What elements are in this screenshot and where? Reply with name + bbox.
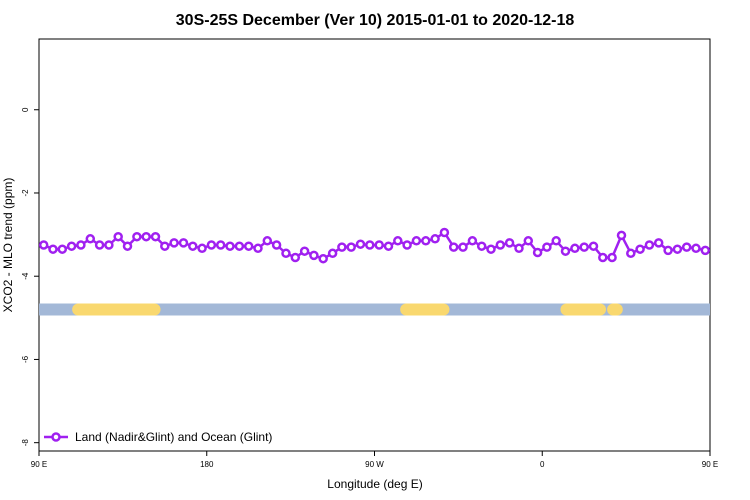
data-point: [234, 241, 245, 251]
y-tick-label: -6: [21, 355, 30, 363]
data-point: [383, 241, 394, 251]
data-point: [551, 236, 561, 246]
data-point: [467, 236, 478, 246]
data-point: [691, 243, 701, 254]
data-point: [626, 248, 636, 259]
data-point: [281, 248, 291, 259]
data-point: [430, 234, 440, 244]
x-tick-label: 90 W: [365, 460, 384, 469]
data-point: [299, 246, 310, 256]
data-point: [607, 252, 617, 263]
data-point: [346, 242, 356, 252]
data-point: [337, 242, 347, 252]
data-point: [355, 239, 366, 249]
data-point: [523, 236, 534, 246]
data-point: [402, 240, 412, 250]
data-point: [616, 230, 627, 241]
data-point: [318, 253, 328, 264]
x-axis: 90 E 180 90 W 0 90 E: [31, 451, 718, 469]
data-point: [653, 238, 664, 248]
data-point: [215, 240, 226, 250]
data-point: [421, 236, 431, 246]
data-point: [141, 231, 151, 242]
data-point: [178, 238, 189, 248]
data-point: [411, 236, 422, 246]
data-point: [188, 241, 198, 251]
data-point: [663, 245, 673, 256]
data-point: [495, 240, 506, 250]
data-point: [150, 231, 161, 242]
data-point: [113, 231, 123, 242]
data-point: [393, 236, 403, 246]
data-point: [672, 244, 683, 254]
data-point: [476, 241, 487, 251]
series-layer: [38, 227, 711, 264]
data-point: [271, 240, 282, 250]
data-point: [197, 243, 207, 254]
data-point: [458, 242, 468, 252]
data-point: [132, 231, 142, 242]
data-point: [588, 241, 599, 251]
legend-series-label: Land (Nadir&Glint) and Ocean (Glint): [75, 430, 272, 444]
data-point: [225, 241, 235, 251]
data-point: [365, 240, 375, 250]
data-point: [374, 240, 384, 250]
y-axis: 0 -2 -4 -6 -8: [21, 107, 39, 446]
data-point: [644, 240, 655, 250]
x-tick-label: 0: [540, 460, 545, 469]
y-axis-label: XCO2 - MLO trend (ppm): [1, 178, 15, 313]
data-point: [598, 252, 608, 263]
data-point: [514, 243, 524, 254]
y-tick-label: -4: [21, 272, 30, 280]
y-tick-label: -2: [21, 189, 30, 197]
data-point: [206, 240, 217, 250]
data-point: [104, 240, 114, 250]
x-tick-label: 180: [200, 460, 214, 469]
y-tick-label: 0: [21, 107, 30, 112]
data-point: [579, 242, 589, 252]
data-point: [532, 247, 543, 258]
data-point: [122, 241, 133, 251]
y-tick-label: -8: [21, 439, 30, 447]
data-point: [48, 244, 58, 254]
data-point: [160, 241, 170, 251]
data-point: [570, 243, 580, 254]
data-point: [542, 242, 552, 252]
data-point: [327, 248, 338, 259]
data-point: [504, 238, 515, 248]
data-point: [169, 238, 179, 248]
legend-marker-swatch: [51, 432, 61, 442]
data-point: [486, 244, 496, 254]
legend: Land (Nadir&Glint) and Ocean (Glint): [44, 430, 272, 444]
data-point: [94, 240, 105, 250]
data-point: [448, 242, 459, 252]
data-point: [439, 227, 450, 238]
chart-title: 30S-25S December (Ver 10) 2015-01-01 to …: [176, 12, 575, 29]
data-point: [560, 246, 571, 256]
data-point: [681, 242, 692, 252]
data-point: [85, 234, 96, 244]
data-point: [38, 240, 49, 250]
x-axis-label: Longitude (deg E): [327, 477, 422, 491]
data-point: [290, 252, 301, 263]
data-point: [635, 244, 645, 254]
x-tick-label: 90 E: [31, 460, 47, 469]
data-point: [66, 241, 77, 251]
data-point: [700, 245, 711, 256]
data-point: [253, 243, 263, 254]
data-point: [243, 241, 254, 251]
data-point: [262, 236, 273, 246]
x-tick-label: 90 E: [702, 460, 718, 469]
data-point: [309, 250, 319, 261]
data-point: [57, 244, 68, 254]
data-point: [76, 240, 86, 250]
